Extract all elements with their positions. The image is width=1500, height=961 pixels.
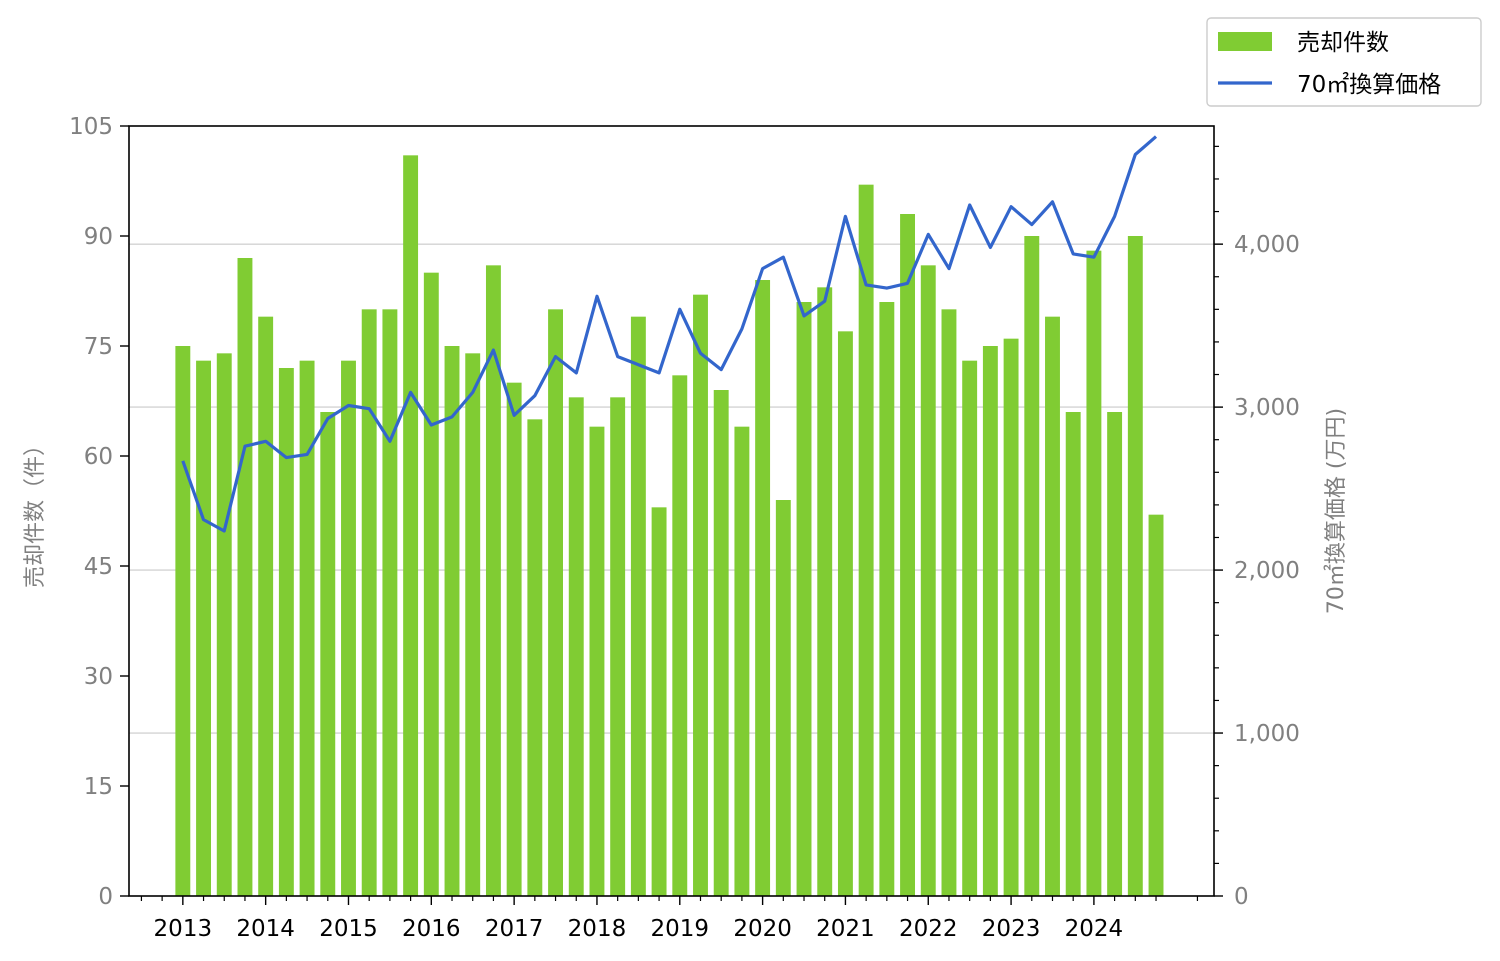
- x-tick-label: 2022: [899, 916, 958, 942]
- bar: [1127, 236, 1143, 896]
- bar: [920, 265, 936, 896]
- bar: [1086, 250, 1102, 896]
- bar: [361, 309, 377, 896]
- y-axis-right: 0 1,000 2,000 3,000 4,000: [1214, 145, 1300, 910]
- legend: 売却件数 70㎡換算価格: [1206, 17, 1482, 107]
- bar: [900, 214, 916, 896]
- y-right-tick-label: 2,000: [1234, 558, 1300, 584]
- bar: [1107, 412, 1123, 896]
- bar: [734, 426, 750, 896]
- bar: [258, 316, 274, 897]
- bar: [817, 287, 833, 896]
- y-left-tick-label: 105: [69, 114, 113, 140]
- bar: [485, 265, 501, 896]
- bar: [506, 382, 522, 897]
- x-tick-label: 2020: [733, 916, 792, 942]
- bar: [1024, 236, 1040, 896]
- bar: [630, 316, 646, 897]
- bar: [382, 309, 398, 896]
- bar: [962, 360, 978, 897]
- line-series: [181, 135, 1158, 533]
- x-tick-label: 2015: [319, 916, 378, 942]
- x-tick-label: 2018: [568, 916, 627, 942]
- legend-label-line: 70㎡換算価格: [1297, 72, 1441, 98]
- bar: [568, 397, 584, 896]
- bar: [755, 280, 771, 896]
- x-axis: 2013 2014 2015 2016 2017 2018 2019 2020 2021 2022…: [140, 896, 1199, 942]
- bar: [941, 309, 957, 896]
- x-tick-label: 2013: [154, 916, 213, 942]
- bar: [320, 412, 336, 896]
- y-right-tick-label: 3,000: [1234, 395, 1300, 421]
- y-left-tick-label: 15: [84, 774, 113, 800]
- bar: [589, 426, 605, 896]
- bar: [278, 368, 294, 896]
- y-axis-left-label: 売却件数（件）: [23, 434, 48, 588]
- x-tick-label: 2023: [982, 916, 1041, 942]
- bar: [196, 360, 211, 897]
- y-right-tick-label: 1,000: [1234, 721, 1300, 747]
- bar: [465, 353, 481, 896]
- bar: [610, 397, 626, 896]
- bar: [1065, 412, 1081, 896]
- x-tick-label: 2021: [816, 916, 875, 942]
- bar: [527, 419, 543, 896]
- bar: [693, 294, 708, 897]
- y-left-tick-label: 30: [84, 664, 113, 690]
- y-left-tick-label: 0: [98, 884, 113, 910]
- bar: [1148, 514, 1164, 896]
- bar: [775, 500, 791, 896]
- price-line: [181, 135, 1158, 533]
- bar: [879, 302, 895, 896]
- x-tick-label: 2014: [236, 916, 295, 942]
- bar: [672, 375, 688, 896]
- x-tick-label: 2024: [1065, 916, 1124, 942]
- bar: [982, 346, 998, 896]
- bar: [837, 331, 853, 896]
- y-right-tick-label: 4,000: [1234, 232, 1300, 258]
- bar: [216, 353, 232, 896]
- y-left-tick-label: 60: [84, 444, 113, 470]
- y-left-tick-label: 45: [84, 554, 113, 580]
- plot-frame: [128, 125, 1215, 897]
- bar: [299, 360, 315, 897]
- bar: [444, 346, 460, 896]
- y-axis-right-label: 70㎡換算価格 (万円): [1323, 408, 1349, 614]
- bar: [651, 507, 667, 896]
- legend-label-bars: 売却件数: [1297, 30, 1389, 56]
- y-axis-left: 0 15 30 45 60 75 90 105: [69, 114, 129, 910]
- bar: [175, 346, 191, 896]
- bar: [858, 184, 874, 896]
- x-tick-label: 2019: [651, 916, 710, 942]
- bar: [1045, 316, 1060, 897]
- bar: [796, 302, 812, 896]
- y-right-tick-label: 0: [1234, 884, 1249, 910]
- x-tick-label: 2016: [402, 916, 461, 942]
- y-left-tick-label: 75: [84, 334, 113, 360]
- bar: [713, 390, 729, 896]
- x-tick-label: 2017: [485, 916, 544, 942]
- bar: [341, 360, 356, 897]
- bar-series: [175, 155, 1164, 897]
- bar: [548, 309, 563, 896]
- bar: [403, 155, 419, 897]
- y-left-tick-label: 90: [84, 224, 113, 250]
- bar: [423, 272, 439, 897]
- bar: [237, 258, 253, 896]
- legend-box: [1206, 17, 1482, 107]
- legend-swatch-bars: [1218, 32, 1272, 51]
- bar: [1003, 338, 1019, 897]
